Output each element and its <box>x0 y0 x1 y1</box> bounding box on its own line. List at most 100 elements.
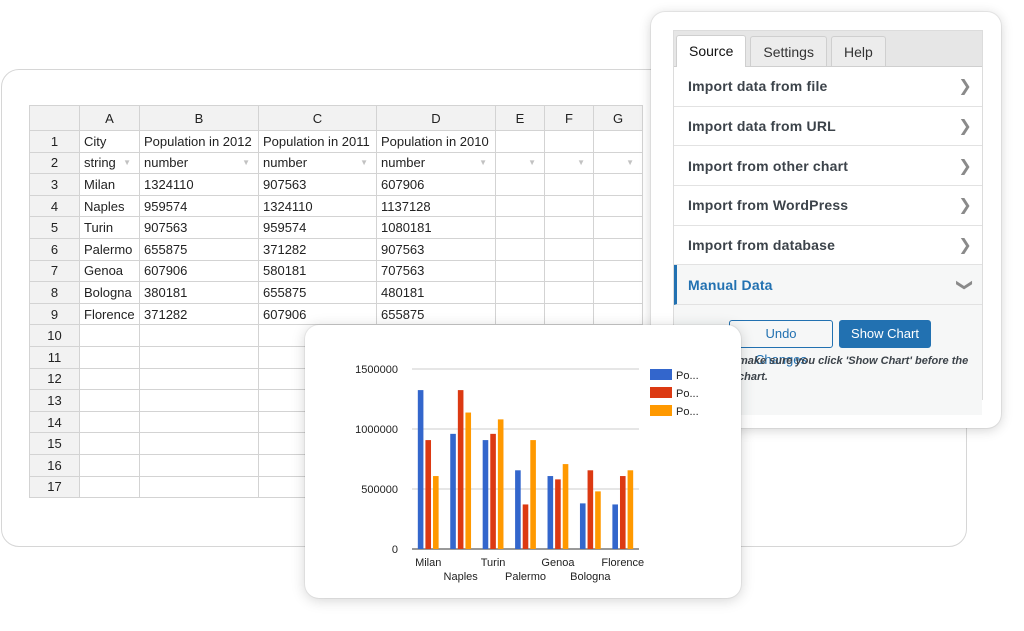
grid-cell[interactable] <box>544 130 594 153</box>
grid-cell[interactable] <box>79 367 140 391</box>
column-type-select[interactable]: number ▼ <box>376 151 496 175</box>
row-header[interactable]: 15 <box>29 432 80 455</box>
import-wordpress-item[interactable]: Import from WordPress ❯ <box>674 186 982 226</box>
grid-cell[interactable] <box>593 259 643 283</box>
column-type-select[interactable]: string ▼ <box>79 151 140 175</box>
grid-cell[interactable]: 655875 <box>258 281 377 304</box>
row-header[interactable]: 17 <box>29 475 80 499</box>
bar-palermo-series-3[interactable] <box>530 440 536 549</box>
undo-changes-button[interactable]: Undo Changes <box>729 320 833 367</box>
grid-cell[interactable]: Population in 2010 <box>376 130 496 153</box>
grid-cell[interactable] <box>79 345 140 369</box>
bar-turin-series-2[interactable] <box>490 433 496 549</box>
bar-bologna-series-2[interactable] <box>587 470 594 549</box>
row-header[interactable]: 7 <box>29 259 80 283</box>
grid-cell[interactable] <box>79 475 140 499</box>
grid-cell[interactable] <box>139 324 259 347</box>
grid-cell[interactable] <box>495 281 545 304</box>
grid-cell[interactable] <box>495 237 545 261</box>
grid-cell[interactable] <box>139 410 259 434</box>
grid-cell[interactable]: Turin <box>79 216 140 239</box>
grid-cell[interactable]: 607906 <box>139 259 259 283</box>
grid-cell[interactable] <box>139 389 259 412</box>
bar-milan-series-2[interactable] <box>425 440 432 549</box>
row-header[interactable]: 6 <box>29 237 80 261</box>
grid-cell[interactable]: 959574 <box>139 194 259 218</box>
grid-cell[interactable] <box>593 281 643 304</box>
import-url-item[interactable]: Import data from URL ❯ <box>674 106 982 147</box>
grid-cell[interactable] <box>593 173 643 196</box>
bar-genoa-series-1[interactable] <box>547 476 554 549</box>
grid-cell[interactable]: Genoa <box>79 259 140 283</box>
grid-cell[interactable]: 1080181 <box>376 216 496 239</box>
bar-naples-series-2[interactable] <box>457 390 464 549</box>
column-header[interactable]: D <box>376 105 496 131</box>
row-header[interactable]: 8 <box>29 281 80 304</box>
column-type-select[interactable]: number ▼ <box>258 151 377 175</box>
grid-cell[interactable]: 655875 <box>139 237 259 261</box>
grid-cell[interactable]: 907563 <box>376 237 496 261</box>
grid-cell[interactable] <box>139 432 259 455</box>
grid-cell[interactable] <box>79 324 140 347</box>
import-database-item[interactable]: Import from database ❯ <box>674 225 982 266</box>
column-header[interactable]: C <box>258 105 377 131</box>
bar-genoa-series-3[interactable] <box>562 464 569 549</box>
bar-turin-series-1[interactable] <box>482 440 489 549</box>
grid-cell[interactable] <box>593 237 643 261</box>
grid-cell[interactable] <box>544 259 594 283</box>
column-type-select[interactable]: ▼ <box>593 151 643 175</box>
row-header[interactable]: 10 <box>29 324 80 347</box>
grid-cell[interactable]: 380181 <box>139 281 259 304</box>
column-header[interactable]: A <box>79 105 140 131</box>
import-other-chart-item[interactable]: Import from other chart ❯ <box>674 146 982 187</box>
grid-cell[interactable]: Naples <box>79 194 140 218</box>
column-header[interactable]: F <box>544 105 594 131</box>
grid-cell[interactable] <box>495 302 545 326</box>
grid-cell[interactable] <box>544 281 594 304</box>
bar-bologna-series-1[interactable] <box>579 503 586 549</box>
row-header[interactable]: 16 <box>29 453 80 477</box>
grid-cell[interactable] <box>79 389 140 412</box>
grid-cell[interactable] <box>593 302 643 326</box>
grid-cell[interactable]: Florence <box>79 302 140 326</box>
bar-bologna-series-3[interactable] <box>595 491 601 549</box>
row-header[interactable]: 9 <box>29 302 80 326</box>
grid-cell[interactable]: 371282 <box>258 237 377 261</box>
grid-cell[interactable]: 1324110 <box>139 173 259 196</box>
grid-cell[interactable]: 1137128 <box>376 194 496 218</box>
bar-florence-series-2[interactable] <box>619 476 626 549</box>
column-type-select[interactable]: ▼ <box>544 151 594 175</box>
row-header[interactable]: 11 <box>29 345 80 369</box>
grid-cell[interactable]: 580181 <box>258 259 377 283</box>
grid-cell[interactable]: 607906 <box>258 302 377 326</box>
grid-cell[interactable]: 480181 <box>376 281 496 304</box>
grid-cell[interactable] <box>544 237 594 261</box>
column-header[interactable]: G <box>593 105 643 131</box>
import-file-item[interactable]: Import data from file ❯ <box>674 67 982 107</box>
grid-cell[interactable] <box>79 453 140 477</box>
row-header[interactable]: 4 <box>29 194 80 218</box>
grid-cell[interactable] <box>544 173 594 196</box>
column-header[interactable]: E <box>495 105 545 131</box>
grid-cell[interactable] <box>79 432 140 455</box>
grid-cell[interactable]: Population in 2012 <box>139 130 259 153</box>
grid-cell[interactable] <box>139 453 259 477</box>
show-chart-button[interactable]: Show Chart <box>839 320 931 349</box>
row-header[interactable]: 2 <box>29 151 80 175</box>
tab-source[interactable]: Source <box>676 35 747 67</box>
bar-genoa-series-2[interactable] <box>555 479 561 549</box>
grid-cell[interactable] <box>495 194 545 218</box>
grid-cell[interactable]: 655875 <box>376 302 496 326</box>
grid-cell[interactable]: Bologna <box>79 281 140 304</box>
grid-cell[interactable] <box>495 259 545 283</box>
grid-cell[interactable] <box>544 302 594 326</box>
grid-cell[interactable] <box>593 130 643 153</box>
column-type-select[interactable]: ▼ <box>495 151 545 175</box>
grid-cell[interactable]: Palermo <box>79 237 140 261</box>
grid-cell[interactable]: 707563 <box>376 259 496 283</box>
tab-help[interactable]: Help <box>830 36 886 66</box>
grid-cell[interactable] <box>139 475 259 499</box>
grid-cell[interactable]: 607906 <box>376 173 496 196</box>
grid-cell[interactable] <box>139 367 259 391</box>
corner-cell[interactable] <box>29 105 80 131</box>
